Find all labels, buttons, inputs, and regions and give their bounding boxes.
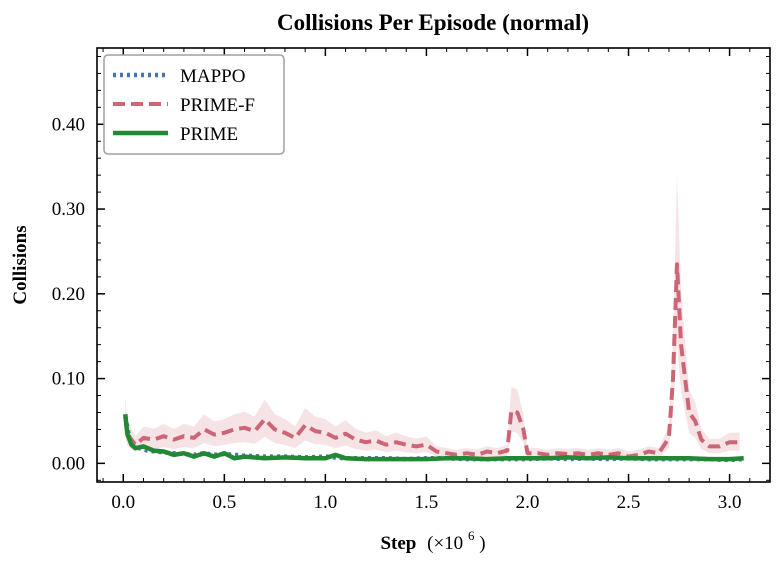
legend-box xyxy=(103,54,285,155)
y-tick-label: 0.10 xyxy=(52,369,85,390)
series-line-prime xyxy=(123,413,744,462)
x-axis-label: Step (×10 6 ) xyxy=(380,524,485,554)
x-tick-label: 1.5 xyxy=(415,492,439,513)
legend-label: PRIME xyxy=(180,124,238,145)
x-tick-label: 3.0 xyxy=(718,492,742,513)
legend-label: MAPPO xyxy=(180,66,245,87)
x-tick-label: 0.0 xyxy=(111,492,135,513)
plot-area xyxy=(123,174,744,463)
x-axis-unit-exponent: 6 xyxy=(468,528,475,543)
series-line-prime-f xyxy=(123,262,740,459)
variance-band-layer xyxy=(125,174,740,461)
chart-title: Collisions Per Episode (normal) xyxy=(277,10,589,35)
x-axis-label-text: Step xyxy=(380,533,416,554)
y-tick-label: 0.20 xyxy=(52,284,85,305)
x-axis-unit-close: ) xyxy=(479,533,485,554)
legend: MAPPO PRIME-F PRIME xyxy=(103,54,285,155)
x-tick-label: 1.0 xyxy=(314,492,338,513)
prime-f-variance-band xyxy=(125,174,740,461)
y-tick-label: 0.00 xyxy=(52,453,85,474)
y-axis-ticks: 0.00 0.10 0.20 0.30 0.40 xyxy=(52,55,770,481)
x-axis-ticks: 0.0 0.5 1.0 1.5 2.0 2.5 3.0 xyxy=(102,48,751,513)
y-tick-label: 0.40 xyxy=(52,114,85,135)
plot-frame xyxy=(96,47,771,483)
x-axis-unit: (×10 xyxy=(427,533,463,554)
legend-label: PRIME-F xyxy=(180,95,255,116)
x-tick-label: 2.0 xyxy=(516,492,540,513)
y-axis-label: Collisions xyxy=(10,225,31,304)
x-tick-label: 0.5 xyxy=(212,492,236,513)
series-layer xyxy=(123,262,744,463)
x-tick-label: 2.5 xyxy=(617,492,641,513)
y-tick-label: 0.30 xyxy=(52,199,85,220)
